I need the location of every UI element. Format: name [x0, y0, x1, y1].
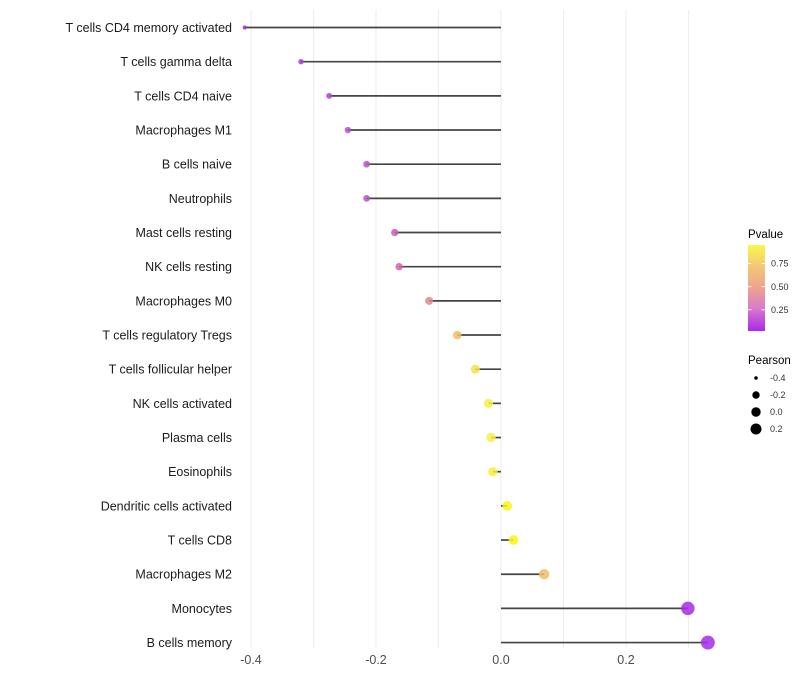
data-point	[488, 467, 498, 477]
data-point	[452, 330, 462, 340]
data-point	[483, 398, 494, 409]
pvalue-tick-label: 0.25	[771, 305, 789, 315]
y-axis-label: Monocytes	[172, 602, 232, 616]
pvalue-legend-title: Pvalue	[748, 229, 783, 241]
y-axis-label: B cells memory	[147, 636, 233, 650]
data-point	[470, 364, 480, 374]
data-point	[391, 228, 399, 237]
y-axis-label: Dendritic cells activated	[101, 499, 232, 513]
pearson-legend-title: Pearson	[748, 355, 791, 367]
y-axis-label: Macrophages M1	[135, 124, 232, 138]
data-point	[326, 92, 333, 99]
pearson-legend-label: -0.4	[770, 373, 786, 383]
data-point	[681, 601, 695, 616]
pearson-legend-dot	[752, 391, 760, 399]
pvalue-colorbar	[748, 245, 765, 331]
y-axis-label: B cells naive	[162, 158, 232, 172]
data-point	[242, 25, 247, 30]
x-axis-tick-label: 0.0	[492, 653, 509, 667]
x-axis-tick-label: 0.2	[617, 653, 634, 667]
data-point	[298, 58, 304, 65]
data-point	[538, 568, 550, 580]
pearson-legend-dot	[754, 376, 758, 380]
y-axis-label: Plasma cells	[162, 431, 232, 445]
pearson-legend-dot	[750, 423, 762, 435]
data-point	[363, 194, 371, 202]
y-axis-label: NK cells resting	[145, 260, 232, 274]
y-axis-label: NK cells activated	[133, 397, 232, 411]
data-point	[363, 160, 371, 168]
data-point	[395, 262, 403, 271]
pearson-legend-dot	[751, 407, 761, 417]
y-axis-label: T cells CD4 memory activated	[66, 21, 233, 35]
y-axis-label: T cells follicular helper	[109, 363, 232, 377]
data-point	[508, 535, 519, 545]
x-axis-tick-label: -0.2	[365, 653, 387, 667]
y-axis-label: Mast cells resting	[135, 226, 232, 240]
data-point	[700, 635, 715, 650]
pvalue-tick-label: 0.50	[771, 282, 789, 292]
y-axis-label: Macrophages M2	[135, 568, 232, 582]
y-axis-label: T cells CD4 naive	[134, 89, 232, 103]
x-axis-tick-label: -0.4	[240, 653, 262, 667]
y-axis-label: T cells gamma delta	[120, 55, 232, 69]
pearson-legend-label: 0.2	[770, 424, 783, 434]
data-point	[502, 501, 513, 511]
y-axis-label: Eosinophils	[168, 465, 232, 479]
y-axis-label: T cells regulatory Tregs	[102, 329, 232, 343]
y-axis-label: Neutrophils	[169, 192, 232, 206]
y-axis-label: Macrophages M0	[135, 294, 232, 308]
pvalue-tick-label: 0.75	[771, 259, 789, 269]
pearson-legend-label: 0.0	[770, 407, 783, 417]
data-point	[344, 126, 352, 134]
data-point	[425, 296, 434, 305]
y-axis-label: T cells CD8	[168, 534, 232, 548]
data-point	[486, 432, 496, 443]
pearson-legend-label: -0.2	[770, 390, 786, 400]
